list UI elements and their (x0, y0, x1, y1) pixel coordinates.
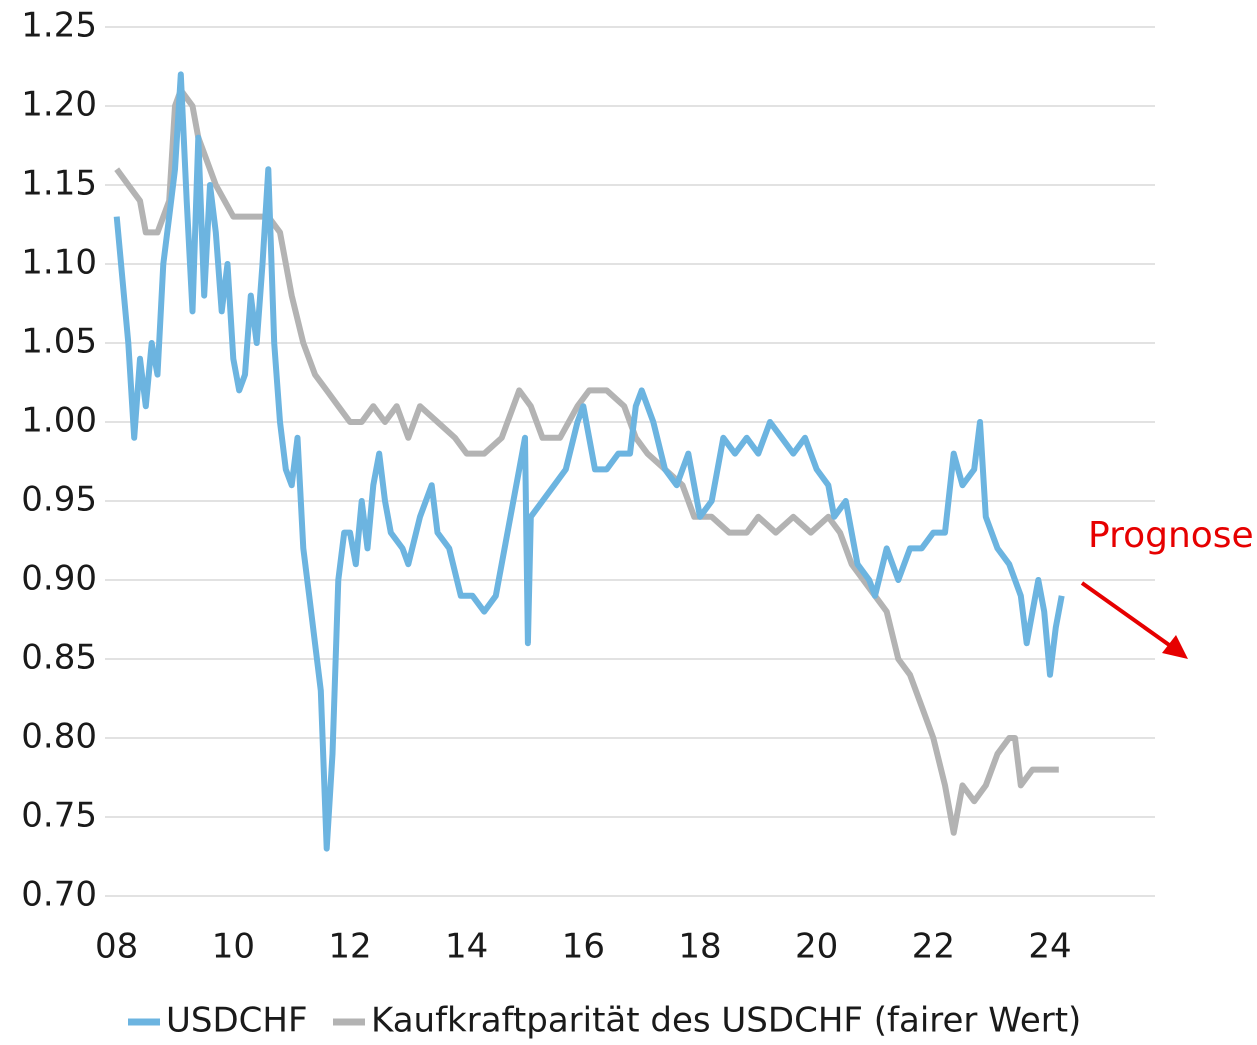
x-tick-label: 10 (212, 927, 255, 967)
y-tick-label: 0.70 (21, 875, 97, 915)
series-line (114, 87, 1059, 836)
x-tick-label: 22 (912, 927, 955, 967)
annotation: Prognose (1088, 515, 1254, 556)
y-tick-label: 0.95 (21, 480, 97, 520)
x-tick-label: 14 (445, 927, 488, 967)
y-tick-label: 0.85 (21, 638, 97, 678)
series-line (113, 71, 1065, 852)
annotation-arrowhead (1162, 635, 1188, 659)
y-tick-label: 1.25 (21, 6, 97, 46)
y-tick-label: 0.90 (21, 559, 97, 599)
y-tick-label: 1.00 (21, 401, 97, 441)
legend-label: Kaufkraftparität des USDCHF (fairer Wert… (371, 1001, 1081, 1041)
x-tick-label: 12 (328, 927, 371, 967)
annotation-arrow (1080, 581, 1174, 649)
y-tick-label: 1.15 (21, 164, 97, 204)
x-tick-label: 24 (1028, 927, 1071, 967)
legend-label: USDCHF (166, 1001, 308, 1041)
y-tick-label: 1.05 (21, 322, 97, 362)
x-tick-label: 16 (562, 927, 605, 967)
y-tick-label: 1.20 (21, 85, 97, 125)
x-tick-label: 20 (795, 927, 838, 967)
x-tick-label: 08 (95, 927, 138, 967)
x-tick-label: 18 (678, 927, 721, 967)
y-tick-label: 0.75 (21, 796, 97, 836)
y-tick-label: 0.80 (21, 717, 97, 757)
y-tick-label: 1.10 (21, 243, 97, 283)
